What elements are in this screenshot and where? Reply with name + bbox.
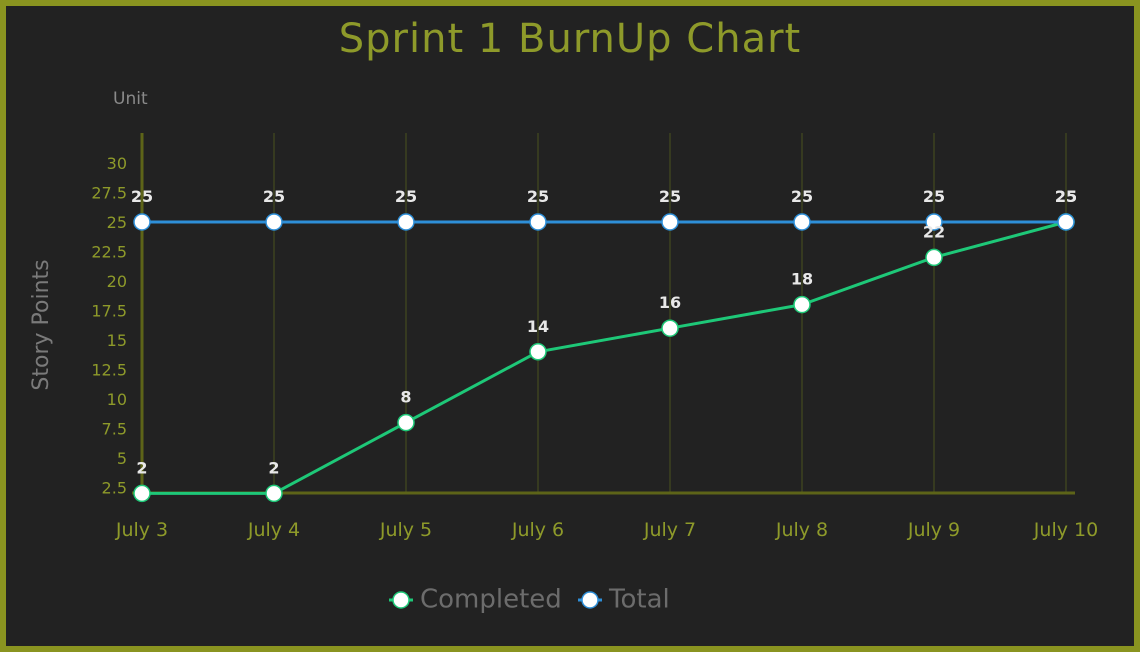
y-tick-label: 15 <box>107 331 127 350</box>
data-label: 25 <box>527 187 549 206</box>
data-point <box>925 248 943 267</box>
legend-swatch-marker <box>392 591 410 609</box>
x-tick-label: July 6 <box>511 519 564 541</box>
x-tick-label: July 4 <box>247 519 300 541</box>
legend: Completed Total <box>389 585 670 615</box>
data-label: 18 <box>791 270 813 289</box>
x-tick-label: July 3 <box>115 519 168 541</box>
series-line-completed <box>142 220 1067 495</box>
data-label: 2 <box>136 458 147 477</box>
y-tick-label: 7.5 <box>102 420 127 439</box>
data-point <box>1057 213 1075 231</box>
data-point <box>397 413 415 432</box>
y-tick-label: 2.5 <box>102 479 127 498</box>
x-tick-label: July 5 <box>379 519 432 541</box>
grid-layer <box>273 133 1067 493</box>
data-label: 16 <box>659 293 681 312</box>
y-tick-label: 17.5 <box>91 302 127 321</box>
data-label: 14 <box>527 317 549 336</box>
data-point <box>133 484 151 503</box>
y-tick-label: 30 <box>107 154 127 173</box>
data-label: 25 <box>263 187 285 206</box>
data-point <box>793 213 811 231</box>
y-tick-label: 10 <box>107 390 127 409</box>
y-unit-label: Unit <box>113 89 148 109</box>
series-layer <box>133 213 1075 503</box>
data-label: 25 <box>923 187 945 206</box>
data-point <box>529 343 547 361</box>
chart-frame <box>6 6 1134 646</box>
data-label: 25 <box>791 187 813 206</box>
data-label: 2 <box>268 458 279 477</box>
data-label: 25 <box>395 187 417 206</box>
data-point <box>793 295 811 314</box>
data-point <box>265 213 283 231</box>
legend-label: Total <box>608 585 670 615</box>
x-tick-label: July 8 <box>775 519 828 541</box>
x-tick-label: July 10 <box>1033 519 1098 541</box>
x-tick-label: July 9 <box>907 519 960 541</box>
y-axis-title: Story Points <box>29 259 54 390</box>
data-label: 25 <box>131 187 153 206</box>
chart-title: Sprint 1 BurnUp Chart <box>338 16 802 62</box>
y-tick-label: 20 <box>107 272 127 291</box>
x-tick-label: July 7 <box>643 519 696 541</box>
data-point <box>265 484 283 503</box>
y-tick-label: 12.5 <box>91 361 127 380</box>
data-label: 25 <box>1055 187 1077 206</box>
data-label: 25 <box>659 187 681 206</box>
data-point <box>397 213 415 231</box>
data-label: 25 <box>1055 187 1077 206</box>
legend-swatch-marker <box>581 591 599 609</box>
legend-label: Completed <box>420 585 562 615</box>
data-point <box>661 213 679 231</box>
y-tick-label: 5 <box>117 449 127 468</box>
y-tick-label: 25 <box>107 213 127 232</box>
y-tick-label: 27.5 <box>91 184 127 203</box>
data-point <box>661 319 679 337</box>
data-point <box>925 213 943 231</box>
data-point <box>133 213 151 231</box>
data-label: 8 <box>400 388 411 407</box>
data-point <box>529 213 547 231</box>
y-tick-label: 22.5 <box>91 243 127 262</box>
data-label: 22 <box>923 222 945 241</box>
